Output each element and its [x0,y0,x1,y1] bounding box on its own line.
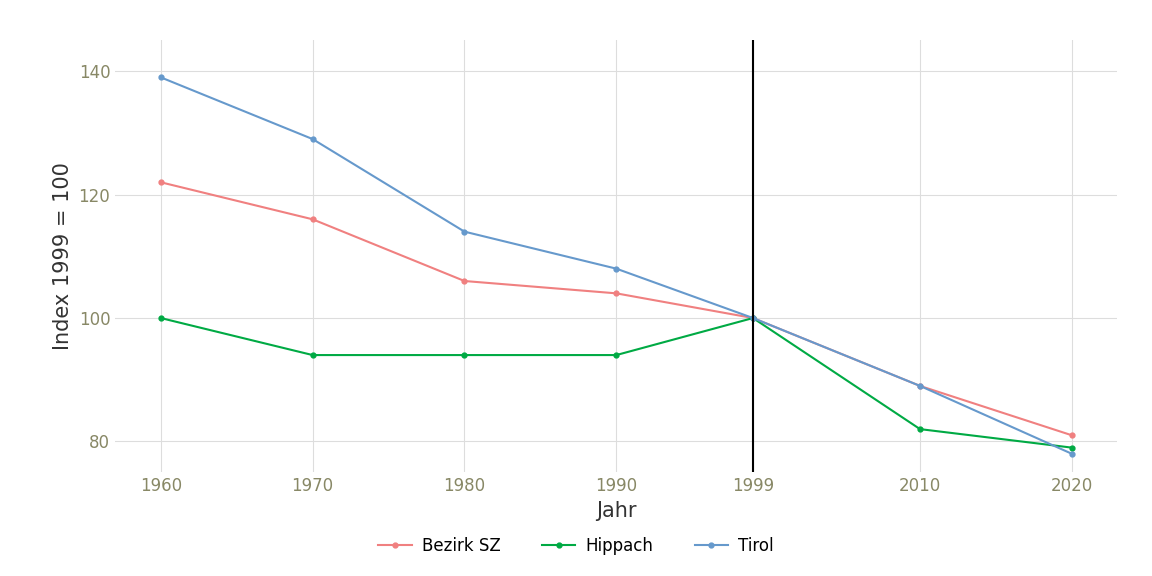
Tirol [914,382,927,389]
Tirol [609,265,623,272]
Hippach [1064,444,1078,451]
Tirol [1064,450,1078,457]
Bezirk SZ [914,382,927,389]
Hippach [154,314,168,321]
Hippach [609,351,623,358]
Y-axis label: Index 1999 = 100: Index 1999 = 100 [53,162,73,350]
Bezirk SZ [746,314,760,321]
Bezirk SZ [154,179,168,185]
Hippach [457,351,471,358]
Bezirk SZ [609,290,623,297]
Legend: Bezirk SZ, Hippach, Tirol: Bezirk SZ, Hippach, Tirol [372,530,780,562]
Bezirk SZ [305,216,319,223]
Tirol [305,135,319,142]
Tirol [457,228,471,235]
Tirol [746,314,760,321]
Hippach [914,426,927,433]
X-axis label: Jahr: Jahr [596,501,637,521]
Line: Bezirk SZ: Bezirk SZ [158,180,1075,438]
Hippach [746,314,760,321]
Line: Hippach: Hippach [158,316,1075,450]
Bezirk SZ [457,278,471,285]
Line: Tirol: Tirol [158,75,1075,456]
Hippach [305,351,319,358]
Bezirk SZ [1064,432,1078,439]
Tirol [154,74,168,81]
